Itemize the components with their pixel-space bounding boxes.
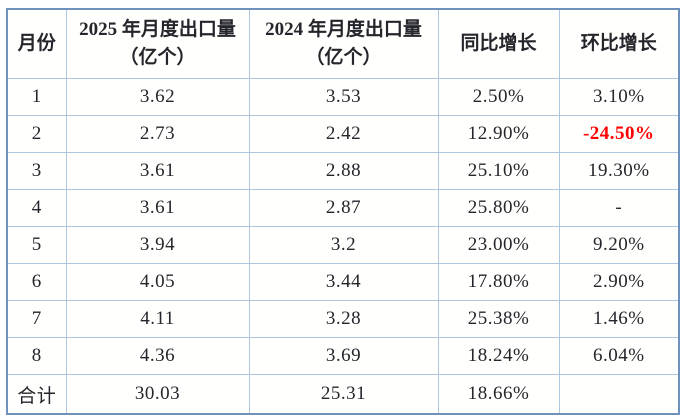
cell-month: 5 bbox=[6, 226, 67, 264]
cell-2025-volume: 3.94 bbox=[65, 226, 250, 264]
table-row: 2 2.73 2.42 12.90% -24.50% bbox=[6, 115, 680, 153]
cell-month: 7 bbox=[6, 300, 67, 338]
cell-yoy-growth: 18.24% bbox=[437, 337, 560, 375]
cell-2025-volume: 2.73 bbox=[65, 115, 250, 153]
export-table-container: 月份 2025 年月度出口量（亿个） 2024 年月度出口量（亿个） 同比增长 … bbox=[6, 8, 680, 415]
cell-2024-volume: 2.87 bbox=[248, 189, 439, 227]
cell-yoy-growth: 12.90% bbox=[437, 115, 560, 153]
cell-2024-volume: 3.53 bbox=[248, 78, 439, 116]
export-table: 月份 2025 年月度出口量（亿个） 2024 年月度出口量（亿个） 同比增长 … bbox=[6, 8, 680, 415]
table-row: 1 3.62 3.53 2.50% 3.10% bbox=[6, 78, 680, 116]
cell-mom-growth: -24.50% bbox=[558, 115, 680, 153]
cell-mom-growth: 1.46% bbox=[558, 300, 680, 338]
cell-month: 3 bbox=[6, 152, 67, 190]
table-body: 1 3.62 3.53 2.50% 3.10% 2 2.73 2.42 12.9… bbox=[6, 78, 680, 415]
column-header-mom-growth: 环比增长 bbox=[558, 8, 680, 79]
cell-2024-volume: 2.42 bbox=[248, 115, 439, 153]
table-row: 5 3.94 3.2 23.00% 9.20% bbox=[6, 226, 680, 264]
cell-mom-growth: - bbox=[558, 189, 680, 227]
cell-month: 8 bbox=[6, 337, 67, 375]
cell-yoy-growth: 25.80% bbox=[437, 189, 560, 227]
cell-mom-growth: 19.30% bbox=[558, 152, 680, 190]
header-row: 月份 2025 年月度出口量（亿个） 2024 年月度出口量（亿个） 同比增长 … bbox=[6, 8, 680, 79]
cell-mom-growth bbox=[558, 374, 680, 415]
cell-2025-volume: 3.62 bbox=[65, 78, 250, 116]
cell-2024-volume: 25.31 bbox=[248, 374, 439, 415]
cell-2025-volume: 4.36 bbox=[65, 337, 250, 375]
table-row: 7 4.11 3.28 25.38% 1.46% bbox=[6, 300, 680, 338]
cell-2025-volume: 3.61 bbox=[65, 189, 250, 227]
table-row: 合计 30.03 25.31 18.66% bbox=[6, 374, 680, 415]
cell-yoy-growth: 18.66% bbox=[437, 374, 560, 415]
column-header-yoy-growth: 同比增长 bbox=[437, 8, 560, 79]
cell-yoy-growth: 25.38% bbox=[437, 300, 560, 338]
cell-mom-growth: 2.90% bbox=[558, 263, 680, 301]
cell-yoy-growth: 17.80% bbox=[437, 263, 560, 301]
cell-month: 6 bbox=[6, 263, 67, 301]
cell-mom-growth: 9.20% bbox=[558, 226, 680, 264]
cell-2024-volume: 2.88 bbox=[248, 152, 439, 190]
cell-month: 2 bbox=[6, 115, 67, 153]
cell-mom-growth: 6.04% bbox=[558, 337, 680, 375]
cell-month: 合计 bbox=[6, 374, 67, 415]
table-row: 3 3.61 2.88 25.10% 19.30% bbox=[6, 152, 680, 190]
cell-mom-growth: 3.10% bbox=[558, 78, 680, 116]
column-header-2024-monthly-exports: 2024 年月度出口量（亿个） bbox=[248, 8, 439, 79]
cell-yoy-growth: 2.50% bbox=[437, 78, 560, 116]
cell-month: 1 bbox=[6, 78, 67, 116]
table-row: 6 4.05 3.44 17.80% 2.90% bbox=[6, 263, 680, 301]
table-row: 4 3.61 2.87 25.80% - bbox=[6, 189, 680, 227]
cell-2025-volume: 4.05 bbox=[65, 263, 250, 301]
column-header-2025-monthly-exports: 2025 年月度出口量（亿个） bbox=[65, 8, 250, 79]
cell-2024-volume: 3.44 bbox=[248, 263, 439, 301]
table-row: 8 4.36 3.69 18.24% 6.04% bbox=[6, 337, 680, 375]
cell-2024-volume: 3.2 bbox=[248, 226, 439, 264]
cell-2024-volume: 3.28 bbox=[248, 300, 439, 338]
cell-2025-volume: 4.11 bbox=[65, 300, 250, 338]
cell-2025-volume: 30.03 bbox=[65, 374, 250, 415]
cell-2025-volume: 3.61 bbox=[65, 152, 250, 190]
cell-month: 4 bbox=[6, 189, 67, 227]
cell-yoy-growth: 23.00% bbox=[437, 226, 560, 264]
cell-yoy-growth: 25.10% bbox=[437, 152, 560, 190]
cell-2024-volume: 3.69 bbox=[248, 337, 439, 375]
column-header-month: 月份 bbox=[6, 8, 67, 79]
